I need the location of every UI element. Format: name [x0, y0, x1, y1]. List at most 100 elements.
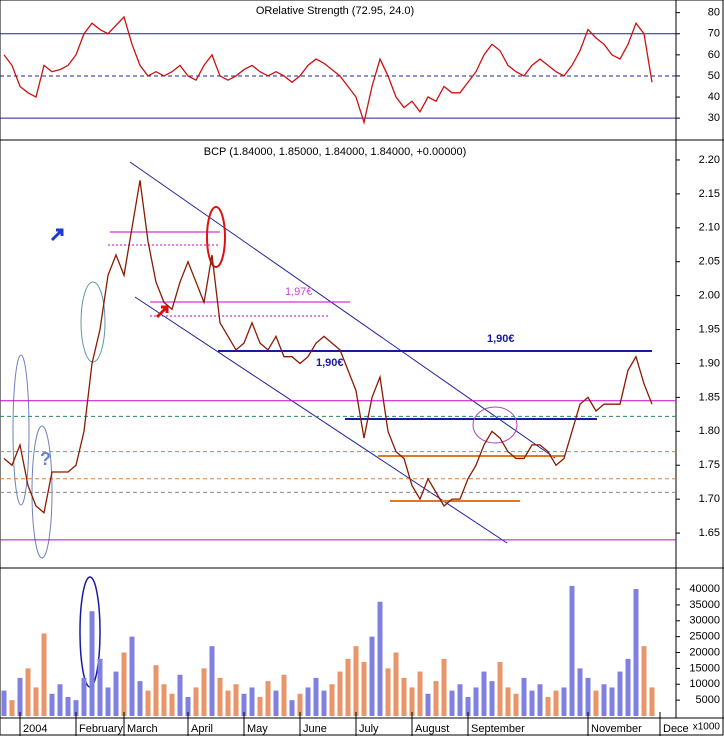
volume-bar: [457, 684, 463, 716]
ellipse: [472, 406, 518, 444]
volume-bar: [601, 684, 607, 716]
volume-bar: [321, 690, 327, 716]
volume-bar: [337, 671, 343, 716]
volume-bar: [129, 636, 135, 716]
y-tick-label: 2.20: [699, 154, 720, 166]
y-tick-label: 1.80: [699, 425, 720, 437]
volume-bar: [281, 674, 287, 716]
y-tick-label: 35000: [689, 599, 720, 611]
price-title: BCP (1.84000, 1.85000, 1.84000, 1.84000,…: [204, 146, 467, 158]
volume-bar: [625, 658, 631, 716]
volume-bar: [385, 668, 391, 716]
y-tick-label: 10000: [689, 678, 720, 690]
volume-bar: [569, 585, 575, 716]
annotation: ?: [40, 449, 51, 469]
volume-bar: [593, 690, 599, 716]
volume-bar: [313, 677, 319, 716]
volume-bar: [169, 693, 175, 716]
volume-bar: [185, 696, 191, 716]
volume-bar: [201, 668, 207, 716]
volume-bar: [241, 693, 247, 716]
volume-bar: [553, 690, 559, 716]
volume-bar: [513, 693, 519, 716]
volume-bar: [273, 690, 279, 716]
y-tick-label: 2.10: [699, 222, 720, 234]
drawings: [12, 161, 652, 688]
volume-bar: [329, 684, 335, 716]
y-tick-label: 30000: [689, 615, 720, 627]
volume-bar: [177, 674, 183, 716]
x-tick-label: March: [127, 723, 158, 735]
volume-bar: [633, 589, 639, 716]
y-tick-label: 60: [708, 49, 720, 61]
y-tick-label: 25000: [689, 631, 720, 643]
volume-bar: [113, 671, 119, 716]
volume-bar: [153, 665, 159, 716]
volume-bar: [265, 681, 271, 716]
arrow: [155, 305, 169, 319]
volume-bar: [481, 671, 487, 716]
y-tick-label: 2.05: [699, 256, 720, 268]
data-line: [3, 15, 653, 125]
x-tick-label: May: [247, 723, 268, 735]
volume-bar: [105, 687, 111, 716]
volume-bar: [401, 677, 407, 716]
volume-bar: [217, 677, 223, 716]
volume-bar: [249, 687, 255, 716]
ellipse: [206, 206, 226, 268]
volume-bar: [225, 690, 231, 716]
volume-bar: [433, 681, 439, 716]
arrow: [50, 228, 64, 242]
x-tick-label: August: [415, 723, 449, 735]
volume-bar: [497, 662, 503, 716]
x-tick-label: Dece: [663, 723, 689, 735]
y-tick-label: 1.75: [699, 459, 720, 471]
y-tick-label: 20000: [689, 646, 720, 658]
volume-bar: [121, 652, 127, 716]
volume-bar: [57, 684, 63, 716]
volume-bar: [577, 668, 583, 716]
y-tick-label: 70: [708, 28, 720, 40]
volume-bar: [345, 658, 351, 716]
x-tick-label: September: [471, 723, 525, 735]
x-tick-label: April: [191, 723, 213, 735]
volume-bar: [377, 601, 383, 716]
volume-bar: [417, 671, 423, 716]
volume-bar: [449, 690, 455, 716]
volume-bar: [33, 687, 39, 716]
x-tick-label: June: [303, 723, 327, 735]
volume-bar: [257, 696, 263, 716]
volume-bar: [521, 677, 527, 716]
volume-bar: [473, 687, 479, 716]
volume-bar: [49, 693, 55, 716]
volume-bar: [1, 690, 7, 716]
volume-bar: [393, 652, 399, 716]
volume-bar: [9, 700, 15, 716]
volume-bar: [441, 658, 447, 716]
channel-line: [129, 161, 556, 459]
y-tick-label: 1.70: [699, 493, 720, 505]
x-tick-label: 2004: [23, 723, 47, 735]
volume-bar: [465, 696, 471, 716]
data-line: [3, 180, 653, 514]
y-tick-label: 30: [708, 112, 720, 124]
y-tick-label: 80: [708, 7, 720, 19]
y-tick-label: 40000: [689, 583, 720, 595]
y-tick-label: 5000: [696, 694, 720, 706]
volume-bar: [289, 700, 295, 716]
volume-bar: [505, 687, 511, 716]
y-tick-label: 1.95: [699, 323, 720, 335]
volume-bar: [89, 611, 95, 716]
ellipse: [12, 354, 30, 506]
x-tick-label: July: [359, 723, 379, 735]
volume-bar: [361, 662, 367, 716]
unit-label: x1000: [693, 722, 721, 733]
volume-bar: [233, 684, 239, 716]
volume-bar: [425, 693, 431, 716]
y-tick-label: 1.85: [699, 391, 720, 403]
volume-bar: [489, 681, 495, 716]
volume-bar: [41, 633, 47, 716]
volume-bar: [73, 700, 79, 716]
volume-bar: [537, 684, 543, 716]
